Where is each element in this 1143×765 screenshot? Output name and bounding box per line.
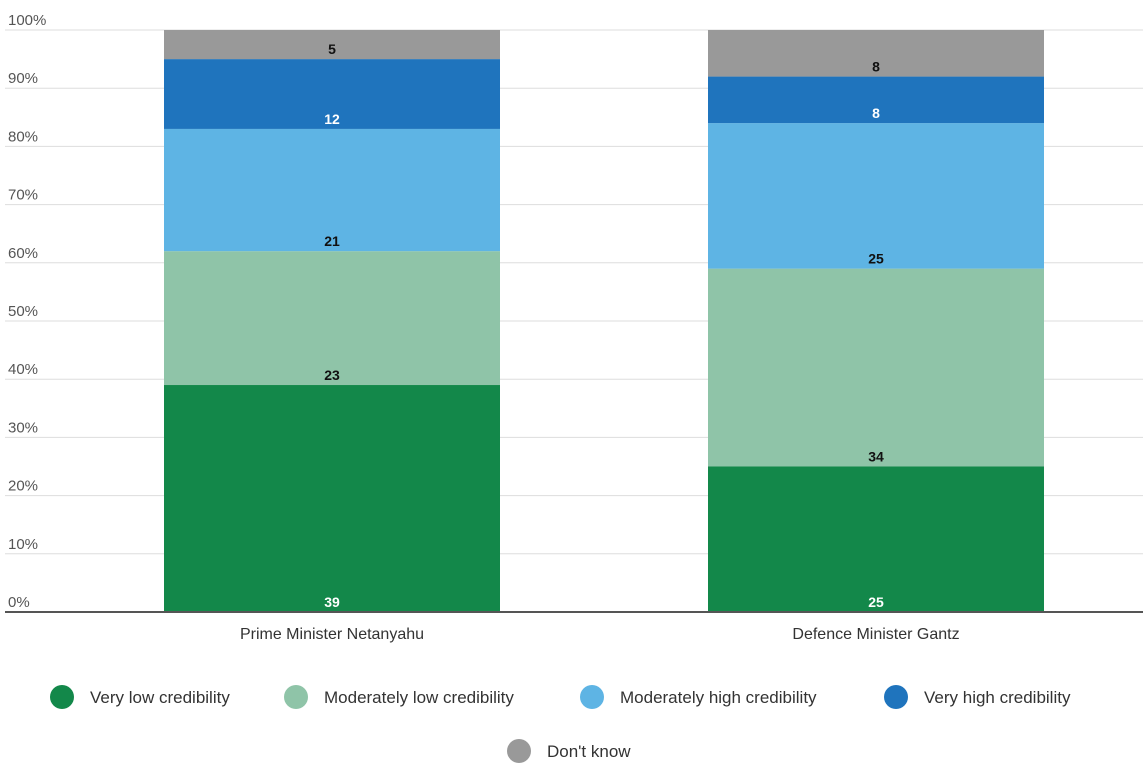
legend-swatch [284,685,308,709]
y-tick-label: 30% [8,419,38,436]
bar-segment [708,466,1044,612]
data-label: 21 [324,233,340,249]
legend-swatch [507,739,531,763]
y-axis-ticks: 0% 10% 20% 30% 40% 50% 60% 70% 80% 90% 100% [8,12,46,611]
x-category-label: Prime Minister Netanyahu [240,626,424,643]
x-category-label: Defence Minister Gantz [792,626,959,643]
legend-label: Moderately low credibility [324,688,514,707]
legend: Very low credibility Moderately low credi… [50,685,1071,763]
data-label: 5 [328,41,336,57]
bar-segment [164,385,500,612]
bar-segment [708,30,1044,77]
y-tick-label: 10% [8,536,38,553]
legend-swatch [580,685,604,709]
y-tick-label: 50% [8,303,38,320]
legend-label: Very low credibility [90,688,230,707]
bar-segment [164,59,500,129]
bar-segment [708,76,1044,124]
data-label: 25 [868,251,884,267]
y-tick-label: 0% [8,594,30,611]
bar-segment [708,268,1044,467]
bar-segment [164,128,500,252]
y-tick-label: 70% [8,187,38,204]
data-label: 25 [868,594,884,610]
data-label: 12 [324,111,340,127]
y-tick-label: 90% [8,70,38,87]
data-label: 8 [872,59,880,75]
data-label: 8 [872,105,880,121]
data-labels: 39 23 21 12 5 25 34 25 8 8 [324,41,884,610]
legend-label: Moderately high credibility [620,688,817,707]
y-tick-label: 40% [8,361,38,378]
y-tick-label: 100% [8,12,46,29]
y-tick-label: 60% [8,245,38,262]
bar-segment [708,123,1044,269]
data-label: 34 [868,449,884,465]
bar-segment [164,30,500,60]
bars [164,30,1044,612]
x-axis-categories: Prime Minister Netanyahu Defence Minister… [240,626,960,643]
y-tick-label: 80% [8,128,38,145]
data-label: 23 [324,367,340,383]
legend-swatch [50,685,74,709]
data-label: 39 [324,594,340,610]
y-tick-label: 20% [8,478,38,495]
legend-label: Don't know [547,742,631,761]
legend-swatch [884,685,908,709]
bar-segment [164,251,500,386]
legend-label: Very high credibility [924,688,1071,707]
